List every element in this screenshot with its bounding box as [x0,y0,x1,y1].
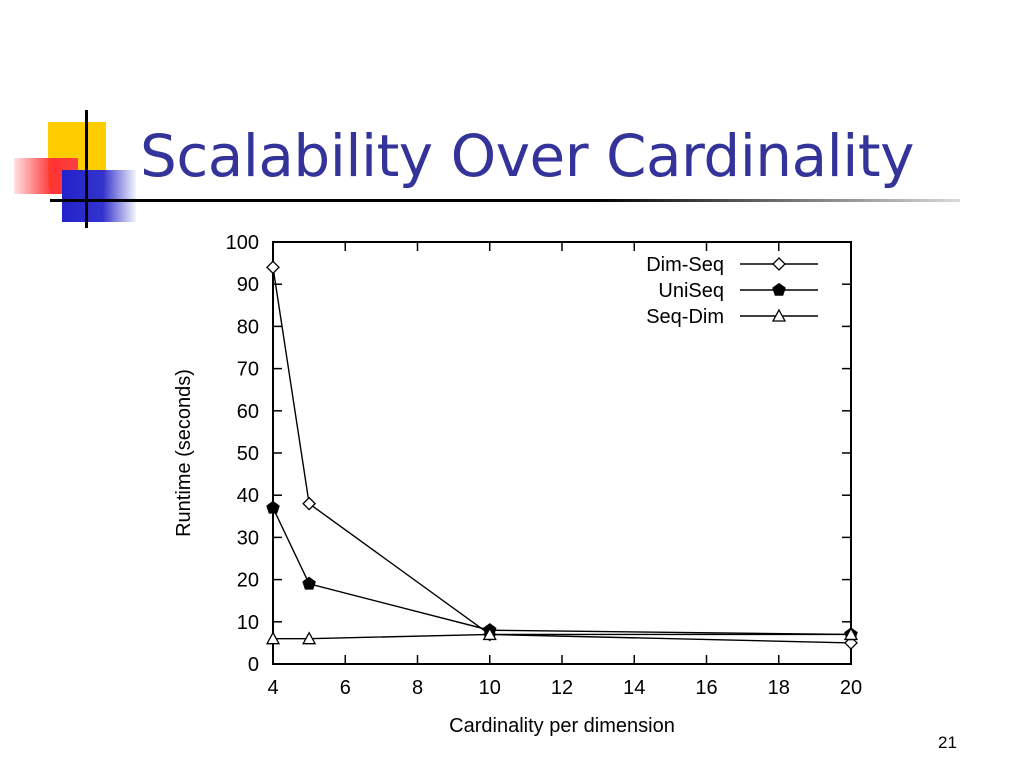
x-axis-label: Cardinality per dimension [449,715,675,737]
y-tick-label: 50 [237,443,259,465]
x-tick-label: 4 [267,677,278,699]
y-tick-label: 10 [237,612,259,634]
legend-label-seq-dim: Seq-Dim [646,306,724,328]
y-tick-label: 40 [237,485,259,507]
data-point-dim-seq [266,260,280,275]
legend-marker-uniseq [772,282,786,296]
x-axis: 4 6 8 10 12 14 16 18 20 [267,242,862,699]
legend-label-uniseq: UniSeq [658,280,724,302]
series-line-seq-dim [273,633,851,640]
y-tick-label: 100 [226,232,259,254]
title-underline [50,199,960,202]
x-tick-label: 12 [551,677,573,699]
data-point-dim-seq [302,496,317,511]
data-point-seq-dim [302,631,317,645]
legend-label-dim-seq: Dim-Seq [646,254,724,276]
data-point-seq-dim [265,631,281,645]
data-point-seq-dim [482,627,497,641]
y-tick-label: 90 [237,274,259,296]
x-tick-label: 18 [768,677,790,699]
plot-frame [272,241,852,665]
chart-svg: 0 10 20 30 40 50 60 70 80 90 100 4 6 8 10 12 14 16 18 20 D… [150,222,880,747]
legend-marker-dim-seq [772,257,786,271]
y-tick-label: 0 [248,654,259,676]
series-layer [265,260,859,650]
legend: Dim-Seq UniSeq Seq-Dim [646,254,818,328]
y-tick-label: 70 [237,359,259,381]
legend-marker-seq-dim [771,308,787,322]
x-tick-label: 20 [840,677,862,699]
x-tick-label: 16 [695,677,717,699]
title-decoration-blue-square [62,170,136,222]
runtime-chart: 0 10 20 30 40 50 60 70 80 90 100 4 6 8 10 12 14 16 18 20 D… [150,222,880,747]
data-point-uniseq [302,576,316,590]
x-tick-label: 8 [412,677,423,699]
data-point-seq-dim [843,627,859,641]
x-tick-label: 14 [623,677,645,699]
y-tick-label: 60 [237,401,259,423]
series-line-uniseq [272,507,852,636]
y-tick-label: 20 [237,570,259,592]
x-tick-label: 6 [340,677,351,699]
x-tick-label: 10 [479,677,501,699]
series-line-dim-seq [272,267,852,644]
data-point-uniseq [266,500,280,514]
title-decoration-vertical-line [85,110,88,228]
y-tick-label: 30 [237,527,259,549]
y-axis-label: Runtime (seconds) [173,369,195,537]
y-axis: 0 10 20 30 40 50 60 70 80 90 100 [226,232,851,676]
y-tick-label: 80 [237,316,259,338]
series-seq-dim [265,627,859,645]
page-number: 21 [938,733,957,752]
slide-title: Scalability Over Cardinality [140,122,914,190]
